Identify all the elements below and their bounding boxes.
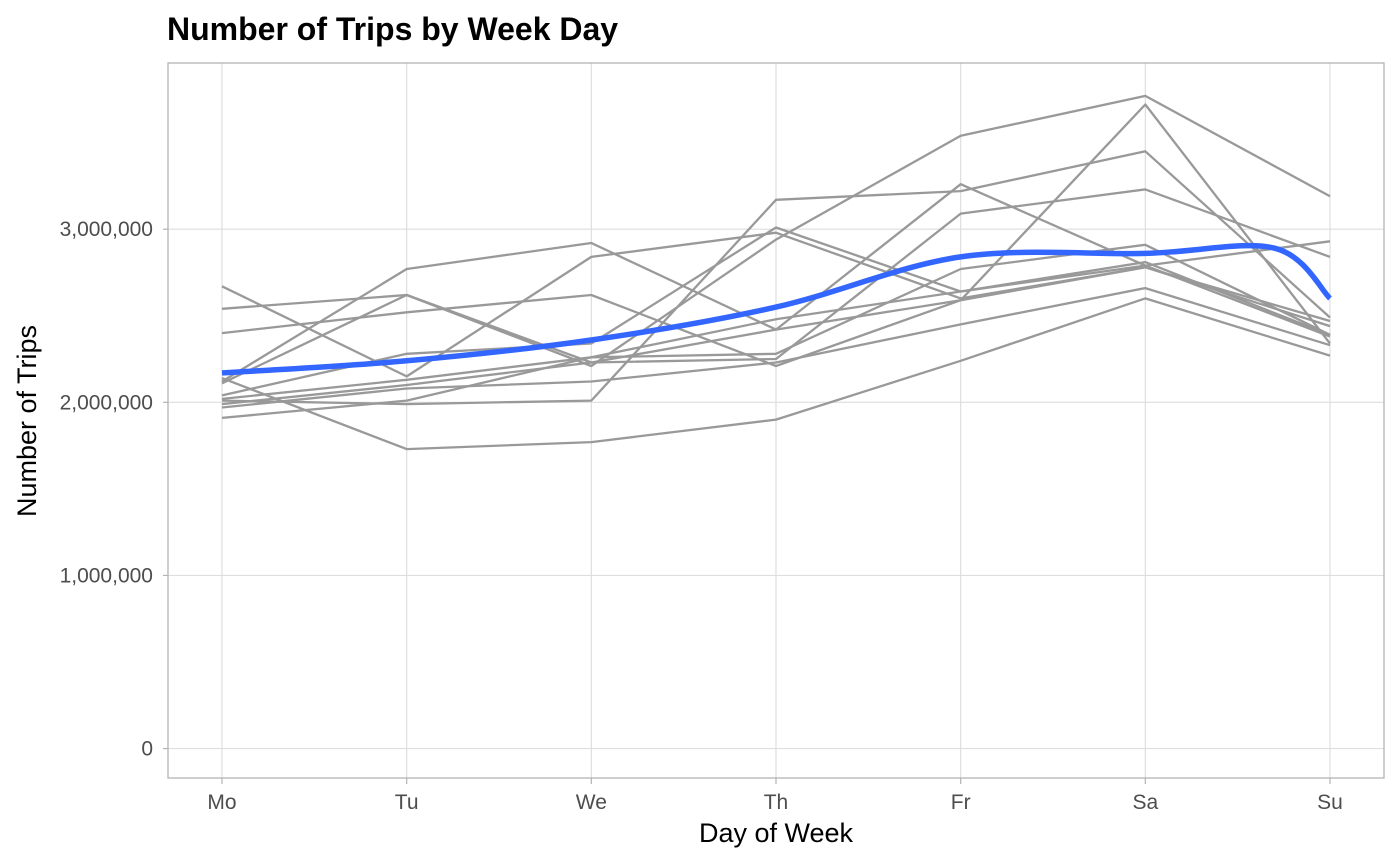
x-tick-label: We [576, 791, 607, 814]
x-axis-ticks: Mo Tu We Th Fr Sa Su [207, 778, 1343, 814]
x-tick-label: Th [764, 791, 789, 814]
y-axis-title: Number of Trips [12, 325, 42, 517]
week-series-line-6 [221, 226, 1331, 397]
x-tick-label: Su [1317, 791, 1343, 814]
y-axis-ticks: 0 1,000,000 2,000,000 3,000,000 [60, 218, 168, 761]
x-axis-title: Day of Week [699, 818, 854, 848]
trend-layer [221, 242, 1332, 376]
week-series-line-9 [221, 266, 1331, 406]
x-tick-label: Fr [951, 791, 971, 814]
week-series-line-12 [221, 297, 1331, 451]
week-series-line-8 [221, 150, 1331, 406]
y-tick-label: 0 [141, 738, 153, 761]
x-tick-label: Sa [1132, 791, 1158, 814]
week-series-line-11 [221, 243, 1331, 420]
week-series-line-7 [221, 240, 1331, 401]
x-tick-label: Mo [207, 791, 236, 814]
week-series-line-3 [221, 103, 1331, 368]
week-series-line-10 [221, 286, 1331, 409]
y-tick-label: 2,000,000 [60, 391, 153, 414]
chart-title: Number of Trips by Week Day [167, 11, 618, 47]
x-tick-label: Tu [395, 791, 419, 814]
y-tick-label: 3,000,000 [60, 218, 153, 241]
y-tick-label: 1,000,000 [60, 564, 153, 587]
week-series-line-5 [221, 94, 1331, 385]
week-series-layer [221, 94, 1331, 451]
smooth-trend-line [221, 242, 1332, 376]
